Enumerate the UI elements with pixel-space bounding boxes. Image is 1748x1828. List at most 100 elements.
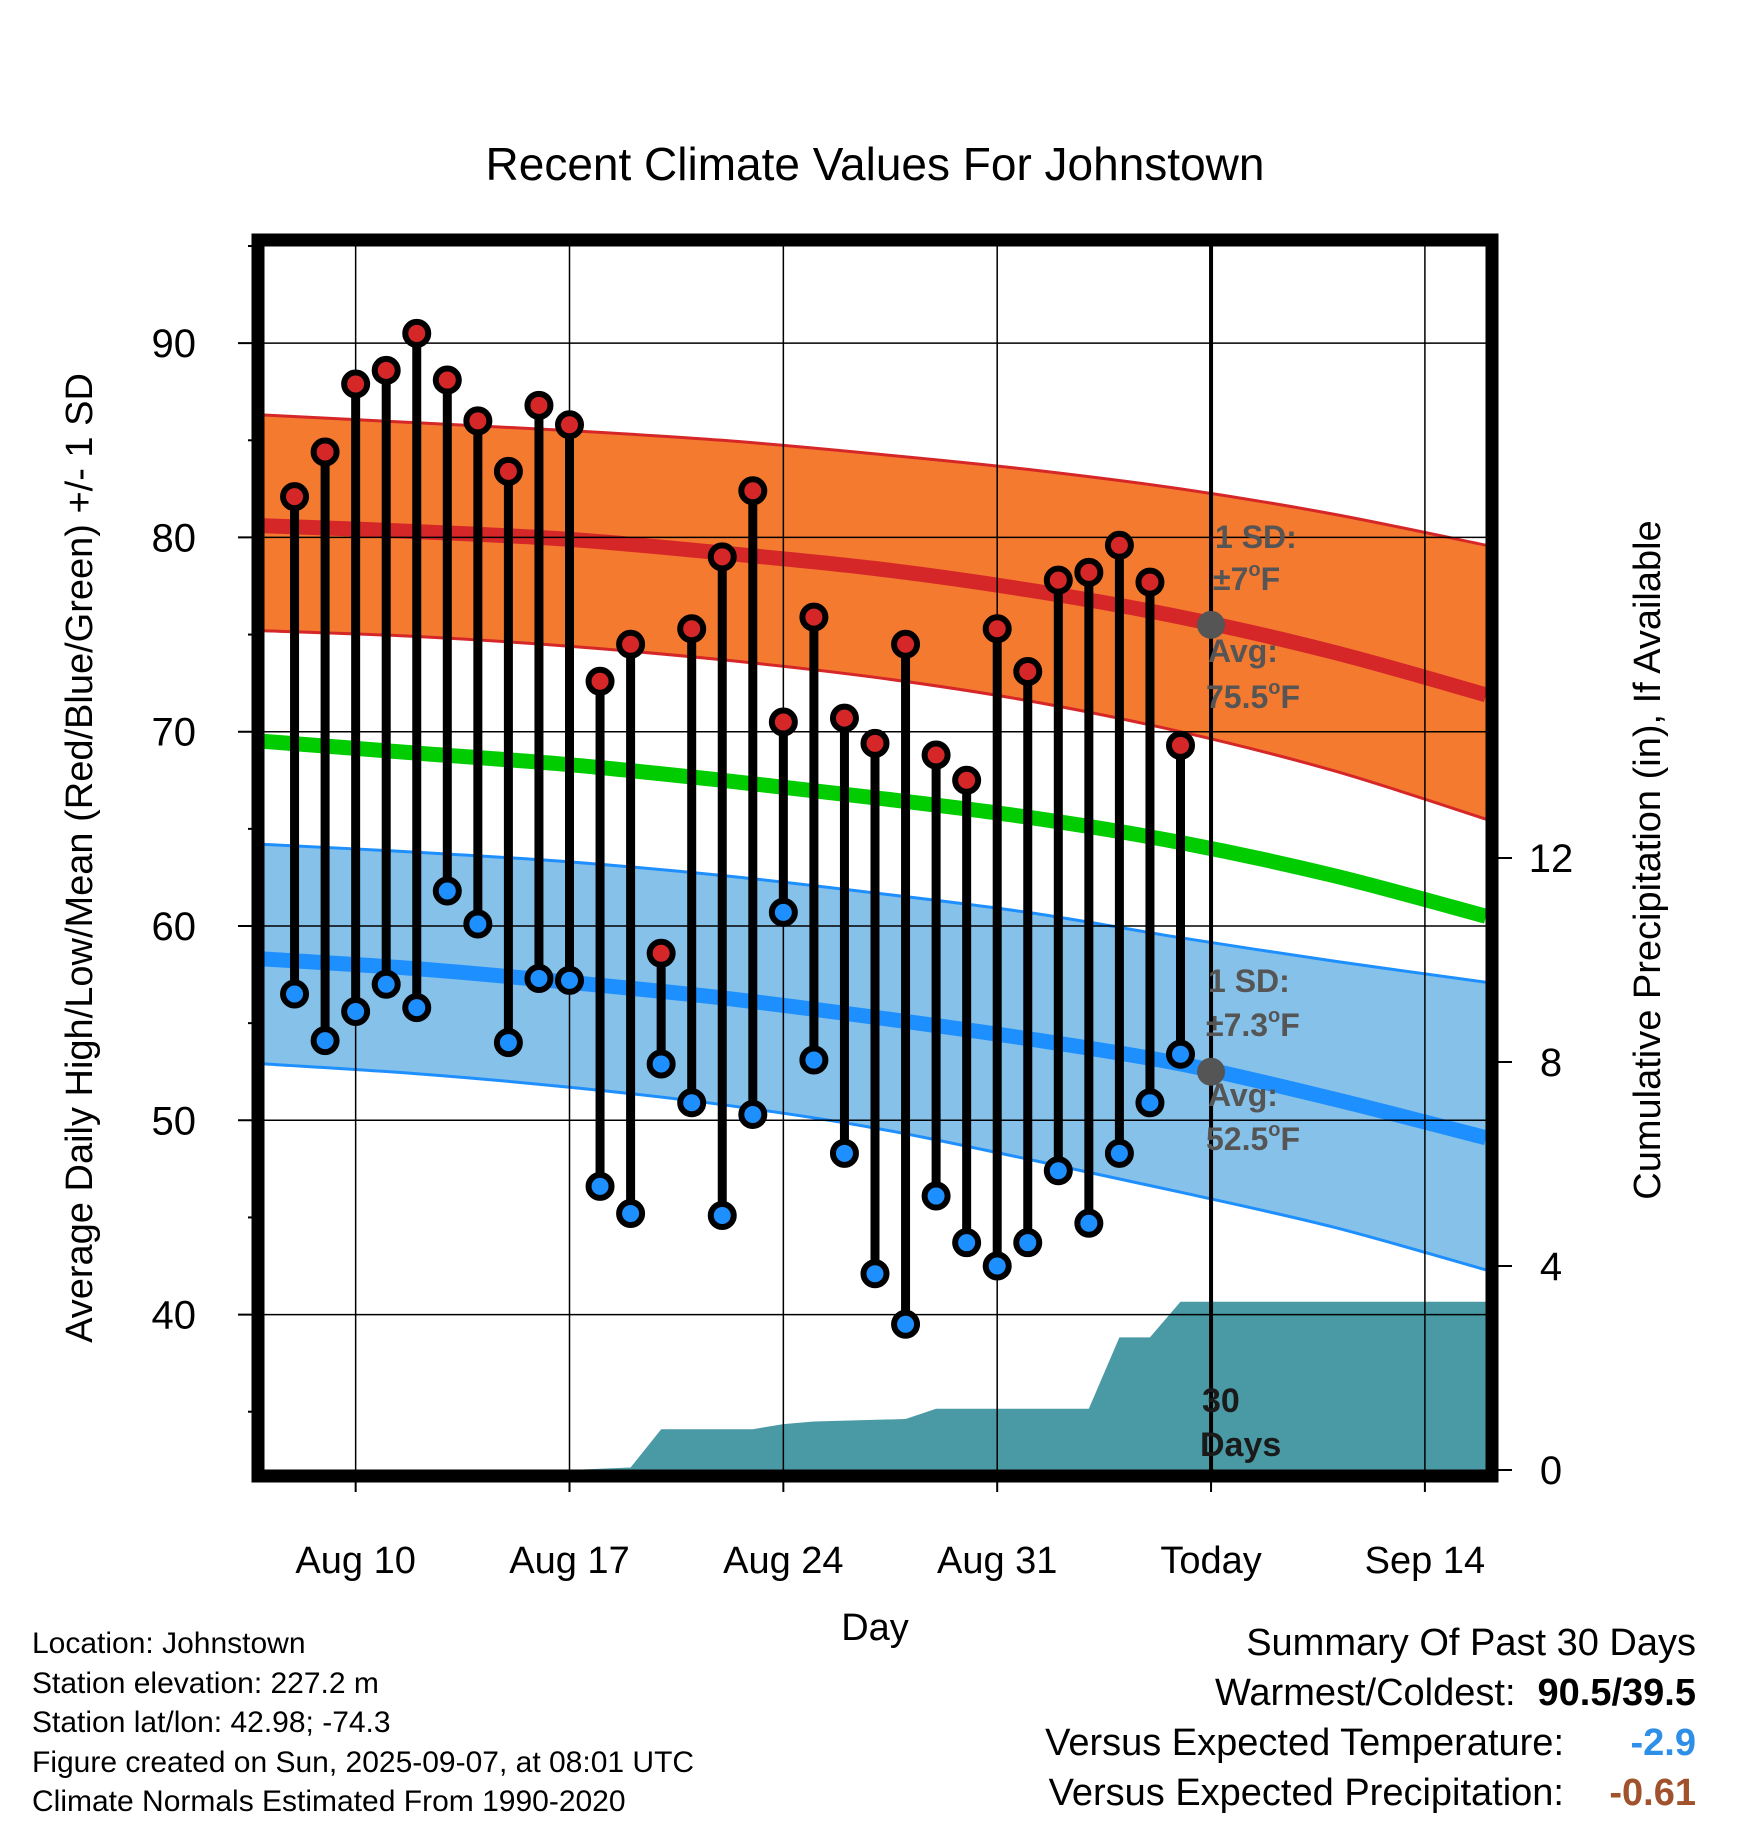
daily-high-point <box>982 614 1012 644</box>
daily-high-point <box>402 318 432 348</box>
high-sd-lower-line <box>264 629 1486 821</box>
high-sd-upper-line <box>264 413 1486 547</box>
daily-high-point <box>463 406 493 436</box>
summary-precip-row: Versus Expected Precipitation: -0.61 <box>1045 1768 1696 1818</box>
high-avg-value: 75.5oF <box>1206 677 1300 715</box>
daily-high-point <box>952 765 982 795</box>
daily-low-point <box>1043 1156 1073 1186</box>
summary-warmest-value: 90.5/39.5 <box>1537 1672 1696 1714</box>
today-low-avg-marker <box>1197 1057 1226 1086</box>
y-left-tick-label: 50 <box>152 1099 197 1143</box>
x-tick-label: Aug 10 <box>295 1540 415 1582</box>
daily-high-point <box>1013 656 1043 686</box>
y-right-axis-label: Cumulative Precipitation (in), If Availa… <box>1627 520 1669 1199</box>
daily-high-point <box>524 390 554 420</box>
days-unit-label: Days <box>1200 1426 1281 1464</box>
y-left-tick-label: 90 <box>152 322 197 366</box>
y-left-tick-label: 80 <box>152 516 197 560</box>
station-metadata: Location: Johnstown Station elevation: 2… <box>32 1624 694 1822</box>
daily-low-point <box>768 897 798 927</box>
summary-warmest-label: Warmest/Coldest: <box>1214 1672 1516 1714</box>
daily-high-point <box>1135 567 1165 597</box>
summary-warmest-row: Warmest/Coldest: 90.5/39.5 <box>1045 1668 1696 1718</box>
daily-high-point <box>1104 530 1134 560</box>
daily-low-point <box>585 1171 615 1201</box>
y-right-tick-label: 12 <box>1529 837 1574 881</box>
x-tick-label: Aug 31 <box>937 1540 1057 1582</box>
daily-low-point <box>1074 1208 1104 1238</box>
daily-low-point <box>677 1088 707 1118</box>
daily-high-point <box>341 369 371 399</box>
summary-temp-label: Versus Expected Temperature: <box>1045 1722 1564 1764</box>
high-avg-label: Avg: <box>1208 633 1278 669</box>
daily-low-point <box>1166 1039 1195 1069</box>
daily-low-point <box>1135 1088 1165 1118</box>
daily-high-point <box>860 728 890 758</box>
daily-high-point <box>310 437 340 467</box>
daily-low-point <box>341 996 371 1026</box>
y-right-tick-label: 4 <box>1540 1245 1562 1289</box>
daily-low-point <box>829 1138 859 1168</box>
daily-high-point <box>555 410 584 440</box>
daily-high-point <box>677 614 707 644</box>
summary-panel: Summary Of Past 30 Days Warmest/Coldest:… <box>1045 1618 1696 1818</box>
daily-low-point <box>555 965 584 995</box>
x-tick-label: Aug 24 <box>723 1540 843 1582</box>
daily-high-point <box>493 456 523 486</box>
y-right-tick-label: 0 <box>1540 1449 1562 1493</box>
daily-low-point <box>952 1228 982 1258</box>
daily-high-point <box>799 602 829 632</box>
summary-title: Summary Of Past 30 Days <box>1246 1622 1696 1664</box>
meta-latlon: Station lat/lon: 42.98; -74.3 <box>32 1706 391 1739</box>
low-avg-value: 52.5oF <box>1206 1119 1300 1157</box>
days-count-label: 30 <box>1202 1382 1240 1420</box>
daily-high-point <box>891 629 921 659</box>
daily-high-point <box>280 482 310 512</box>
daily-high-point <box>921 740 951 770</box>
daily-low-point <box>310 1026 340 1056</box>
daily-high-point <box>371 355 401 385</box>
meta-created: Figure created on Sun, 2025-09-07, at 08… <box>32 1745 695 1779</box>
summary-temp-value: -2.9 <box>1630 1722 1696 1764</box>
daily-low-point <box>402 993 432 1023</box>
daily-low-point <box>860 1259 890 1289</box>
daily-high-point <box>585 666 615 696</box>
daily-high-point <box>738 476 768 506</box>
y-left-tick-label: 70 <box>152 711 197 755</box>
daily-low-point <box>707 1200 737 1230</box>
daily-low-point <box>799 1045 829 1075</box>
summary-precip-label: Versus Expected Precipitation: <box>1048 1772 1564 1814</box>
summary-precip-value: -0.61 <box>1609 1772 1696 1814</box>
daily-high-point <box>1043 565 1073 595</box>
meta-normals: Climate Normals Estimated From 1990-2020 <box>32 1785 626 1818</box>
daily-high-point <box>707 542 737 572</box>
meta-elevation: Station elevation: 227.2 m <box>32 1666 379 1700</box>
daily-high-point <box>1074 557 1104 587</box>
daily-low-point <box>371 969 401 999</box>
today-high-avg-marker <box>1197 610 1226 639</box>
normal-high-line <box>264 518 1486 703</box>
x-tick-label: Sep 14 <box>1365 1540 1485 1582</box>
y-left-tick-label: 40 <box>152 1294 197 1338</box>
daily-low-point <box>432 876 462 906</box>
x-tick-label: Today <box>1160 1540 1261 1582</box>
summary-temp-row: Versus Expected Temperature: -2.9 <box>1045 1718 1696 1768</box>
daily-high-point <box>1166 730 1195 760</box>
low-sd-value: ±7.3oF <box>1206 1005 1300 1043</box>
daily-low-point <box>646 1049 676 1079</box>
daily-low-point <box>891 1309 921 1339</box>
low-avg-label: Avg: <box>1208 1077 1278 1113</box>
daily-high-point <box>432 365 462 395</box>
high-sd-value: ±7oF <box>1213 559 1280 597</box>
daily-low-point <box>493 1028 523 1058</box>
chart-title: Recent Climate Values For Johnstown <box>486 138 1265 190</box>
y-left-tick-label: 60 <box>152 905 197 949</box>
daily-high-point <box>646 938 676 968</box>
daily-low-point <box>921 1181 951 1211</box>
daily-low-point <box>982 1251 1012 1281</box>
y-right-tick-label: 8 <box>1540 1041 1562 1085</box>
daily-low-point <box>1013 1228 1043 1258</box>
daily-low-point <box>738 1099 768 1129</box>
x-axis-label: Day <box>841 1607 909 1649</box>
